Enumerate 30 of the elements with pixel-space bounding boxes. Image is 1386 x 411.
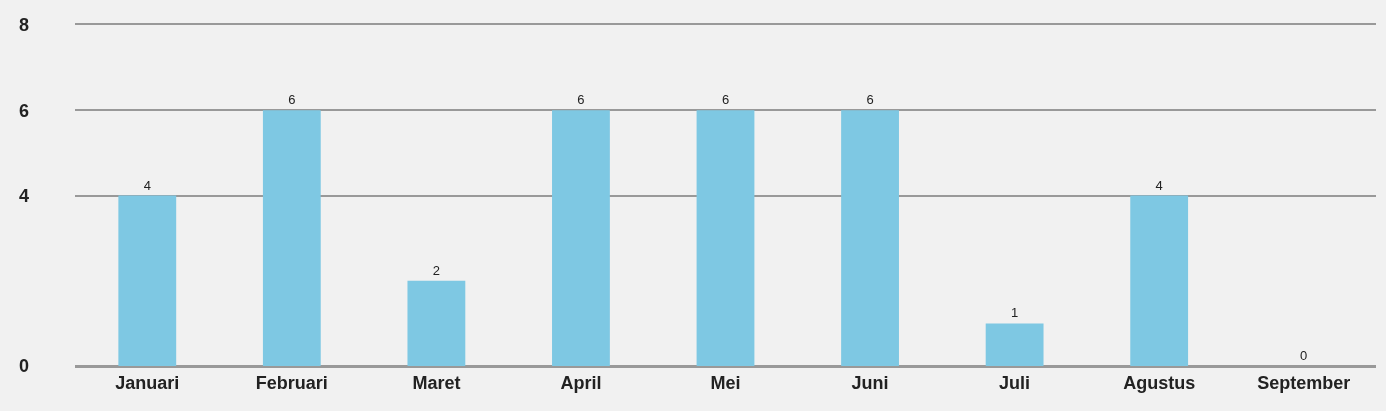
data-label: 6 [577,92,585,108]
bar [118,195,177,366]
data-label: 6 [866,92,874,108]
y-tick-label: 8 [18,15,29,36]
data-label: 4 [143,177,151,193]
bar [262,110,321,366]
x-tick-label: April [560,373,602,394]
bar [985,323,1044,366]
data-label: 6 [721,92,730,108]
bar [696,110,755,366]
data-label: 2 [432,262,441,278]
x-tick-label: Februari [255,373,328,394]
bar [407,280,466,366]
x-tick-label: Juli [999,373,1031,394]
bar [841,110,899,366]
x-tick-label: Mei [710,373,741,394]
x-tick-label: Agustus [1123,373,1196,394]
x-tick-label: Maret [412,373,461,394]
bar [1130,195,1189,366]
bar [552,110,610,366]
x-tick-label: September [1257,373,1351,394]
data-label: 6 [288,92,296,108]
y-tick-label: 4 [18,185,29,206]
data-label: 0 [1300,348,1308,363]
data-label: 1 [1010,305,1019,321]
y-tick-label: 0 [18,356,29,377]
x-tick-label: Juni [851,373,889,394]
y-tick-label: 6 [18,100,29,121]
x-tick-label: Januari [115,373,180,394]
data-label: 4 [1155,177,1163,193]
